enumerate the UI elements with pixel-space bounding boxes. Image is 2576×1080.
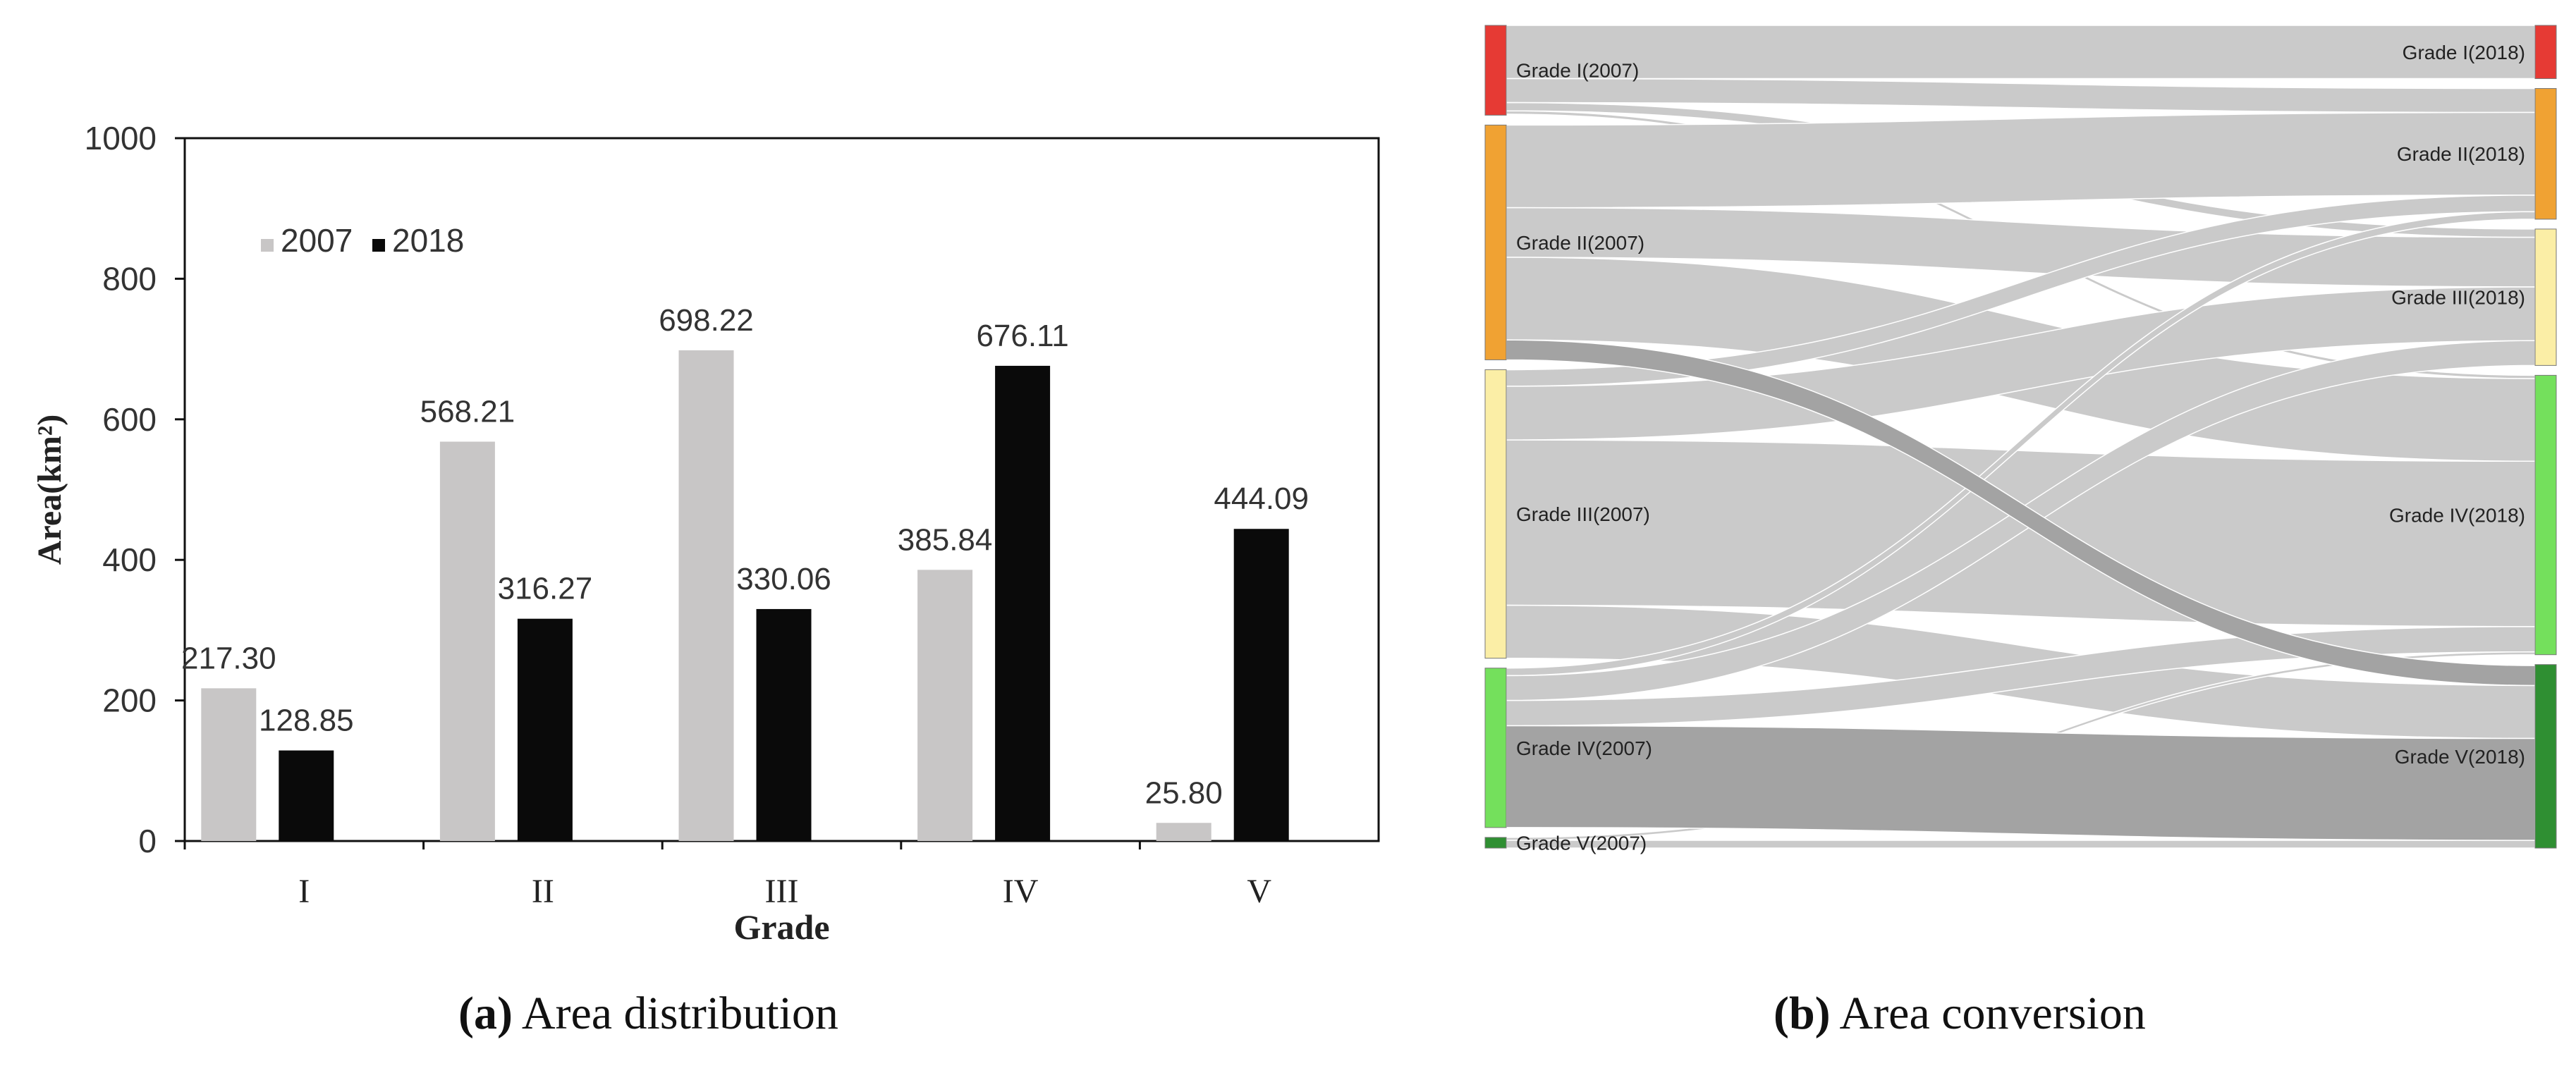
y-tick-label-4: 800 [102,260,157,297]
legend-label-2018: 2018 [392,222,464,259]
target-node-label-2: Grade III(2018) [2391,287,2525,309]
target-node-label-3: Grade IV(2018) [2389,505,2525,527]
y-tick-label-0: 0 [138,823,157,859]
data-label-2018-III: 330.06 [736,562,831,596]
bar-2007-V [1156,823,1211,841]
caption-a: (a) Area distribution [458,987,838,1050]
target-node-label-1: Grade II(2018) [2397,143,2525,165]
data-label-2007-IV: 385.84 [898,522,993,557]
source-node-2 [1484,369,1507,659]
target-node-3 [2534,374,2557,656]
bar-2007-II [439,441,495,841]
x-tick-label-1: II [532,873,554,910]
y-tick-label-5: 1000 [85,120,157,157]
target-node-1 [2534,88,2557,220]
source-node-label-2: Grade III(2007) [1516,503,1650,525]
bar-2018-IV [995,365,1051,841]
source-node-label-4: Grade V(2007) [1516,832,1647,854]
data-label-2007-II: 568.21 [420,394,515,429]
link-Grade V(2007)-to-Grade V(2018) [1506,840,2536,849]
target-node-label-0: Grade I(2018) [2403,42,2525,63]
area-conversion-sankey-chart: Grade I(2007) Grade II(2007) Grade III(200… [1484,25,2557,854]
data-label-2018-II: 316.27 [498,572,593,606]
x-tick-label-0: I [298,873,310,910]
target-node-label-4: Grade V(2018) [2395,746,2525,768]
legend-label-2007: 2007 [281,222,353,259]
x-axis-title: Grade [733,907,829,947]
source-node-0 [1484,25,1507,116]
bar-2007-III [678,350,734,842]
source-node-1 [1484,124,1507,360]
source-node-3 [1484,668,1507,828]
data-label-2018-V: 444.09 [1214,481,1309,516]
legend-swatch-2018 [372,239,385,252]
y-tick-label-2: 400 [102,541,157,578]
link-Grade I(2007)-to-Grade I(2018) [1506,25,2536,80]
caption-b-label: (b) [1774,988,1831,1039]
x-tick-label-3: IV [1003,873,1039,910]
legend-swatch-2007 [261,239,274,252]
area-distribution-bar-chart: 0 200 400 600 800 1000 I 217.30 128.85 II 568.21 31… [31,120,1380,947]
bar-2018-I [279,750,334,841]
caption-b: (b) Area conversion [1774,987,2146,1050]
data-label-2007-V: 25.80 [1145,775,1223,810]
source-node-label-1: Grade II(2007) [1516,232,1644,254]
source-node-label-3: Grade IV(2007) [1516,737,1652,759]
source-node-label-0: Grade I(2007) [1516,60,1639,82]
y-tick-label-3: 600 [102,401,157,438]
caption-a-label: (a) [458,988,513,1039]
bar-2007-I [201,688,257,841]
y-tick-label-1: 200 [102,682,157,719]
sankey-links [1506,25,2536,849]
bar-2018-V [1233,529,1289,841]
target-node-0 [2534,25,2557,80]
target-node-2 [2534,228,2557,366]
data-label-2018-I: 128.85 [259,704,354,738]
bar-2007-IV [917,570,973,841]
bar-2018-II [517,618,573,841]
y-axis-title: Area(km²) [31,415,68,565]
data-label-2018-IV: 676.11 [976,319,1068,353]
x-tick-label-4: V [1247,873,1271,910]
link-Grade IV(2007)-to-Grade V(2018) [1506,725,2536,841]
bar-2018-III [756,608,812,841]
x-tick-label-2: III [765,873,799,910]
target-node-4 [2534,664,2557,849]
source-node-4 [1484,837,1507,849]
link-Grade II(2007)-to-Grade II(2018) [1506,111,2536,209]
caption-a-text: Area distribution [521,988,838,1039]
data-label-2007-III: 698.22 [659,303,754,338]
data-label-2007-I: 217.30 [181,641,276,675]
caption-b-text: Area conversion [1839,988,2146,1039]
